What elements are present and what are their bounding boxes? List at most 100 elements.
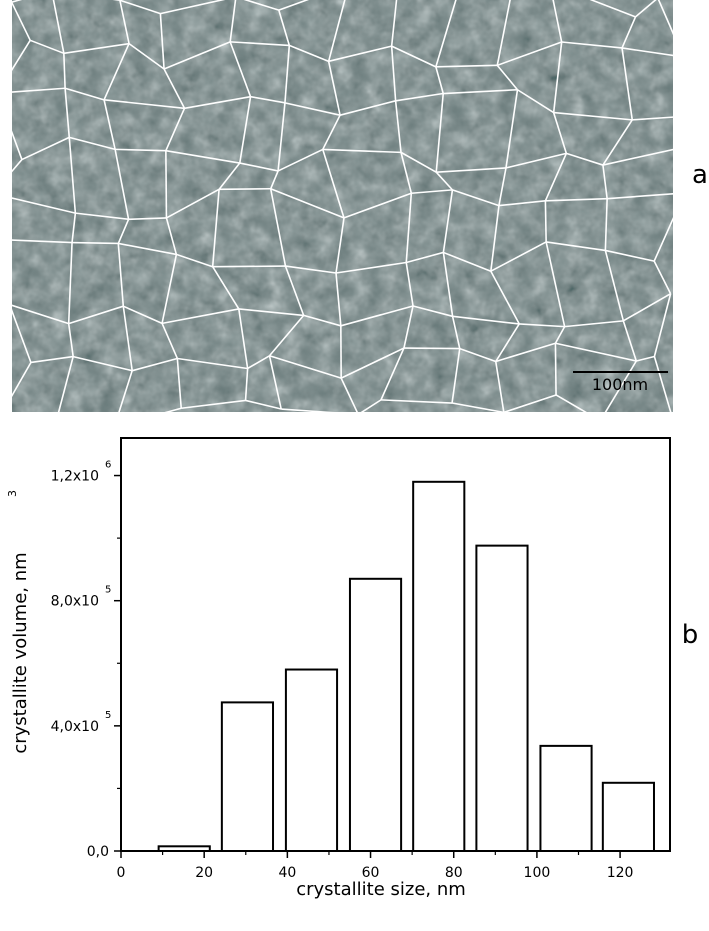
grain-boundary <box>281 408 335 412</box>
grain-boundary <box>211 266 240 310</box>
y-axis-label: crystallite volume, nm <box>10 552 31 753</box>
y-tick-exponent: 6 <box>105 460 111 471</box>
bar <box>348 577 403 853</box>
grain-boundary <box>160 0 226 15</box>
grain-boundary <box>284 102 341 116</box>
grain-boundary <box>176 253 213 268</box>
grain-boundary <box>64 88 71 138</box>
grain-boundary <box>103 43 130 101</box>
grain-boundary <box>555 394 587 412</box>
grain-boundary <box>322 148 402 154</box>
grain-boundary <box>340 347 405 379</box>
grain-boundary <box>328 45 392 63</box>
grain-boundary <box>544 153 568 202</box>
grain-boundary <box>165 149 240 164</box>
grain-boundary <box>115 148 166 152</box>
grain-boundary <box>495 342 556 363</box>
grain-boundary <box>602 119 633 166</box>
grain-boundary <box>403 347 460 350</box>
y-axis-title: crystallite volume, nm 3 <box>6 490 31 754</box>
grain-boundary <box>390 0 398 47</box>
grain-boundary <box>602 148 673 166</box>
y-tick-label: 1,2x10 <box>51 469 99 485</box>
grain-boundary <box>451 348 461 404</box>
grain-boundary <box>229 41 252 97</box>
grain-boundary <box>284 265 305 316</box>
grain-boundary <box>546 241 606 252</box>
grain-boundary <box>443 88 518 95</box>
plot-frame <box>120 437 671 852</box>
grain-boundary <box>604 198 608 251</box>
grain-boundary <box>218 162 241 190</box>
grain-boundary <box>519 323 565 328</box>
grain-boundary <box>561 41 623 49</box>
grain-boundary <box>552 41 563 113</box>
grain-boundary <box>268 314 305 357</box>
grain-boundary <box>165 107 186 151</box>
grain-boundary <box>505 152 567 169</box>
grain-boundary <box>360 399 382 412</box>
grain-boundary <box>0 240 10 305</box>
grain-boundary <box>390 46 397 101</box>
grain-boundary <box>21 136 70 161</box>
grain-boundary <box>435 93 445 173</box>
grain-boundary <box>657 0 673 36</box>
grain-boundary <box>452 189 500 207</box>
grain-boundary <box>68 305 124 325</box>
grain-boundary <box>552 112 568 154</box>
grain-boundary <box>181 399 246 410</box>
grain-boundary <box>68 137 77 214</box>
grain-boundary <box>335 217 345 274</box>
grain-boundary <box>244 368 249 401</box>
grain-boundary <box>67 323 74 357</box>
grain-boundary <box>238 96 252 164</box>
grain-boundary <box>166 188 220 219</box>
grain-boundary <box>12 159 23 173</box>
grain-boundary <box>505 89 519 169</box>
grain-boundary <box>322 114 341 150</box>
grain-boundary <box>229 0 237 42</box>
grain-boundary <box>159 13 165 70</box>
grain-boundary <box>164 407 182 412</box>
grain-boundary <box>621 47 634 120</box>
grain-boundary <box>118 242 177 256</box>
grain-boundary <box>552 0 563 43</box>
grain-boundary <box>238 308 304 317</box>
grain-boundary <box>303 314 342 327</box>
grain-boundary <box>490 205 500 272</box>
grain-boundary <box>230 41 290 47</box>
grain-boundary <box>161 254 178 324</box>
grain-boundary <box>12 130 23 160</box>
grain-boundary <box>685 146 689 193</box>
grain-boundary <box>689 116 690 146</box>
grain-boundary <box>69 136 116 151</box>
grain-boundary <box>103 99 116 150</box>
grain-boundary <box>602 164 608 199</box>
grain-boundary <box>636 355 655 362</box>
grain-boundary <box>12 1 31 41</box>
grain-boundary <box>119 0 130 44</box>
grain-boundary <box>621 47 673 57</box>
bar <box>284 668 339 852</box>
grain-boundary <box>269 355 342 379</box>
grain-boundary <box>340 377 358 412</box>
grain-boundary <box>165 150 168 218</box>
grain-boundary <box>63 42 130 55</box>
grain-boundary <box>0 418 56 421</box>
grain-boundary <box>288 44 329 63</box>
grain-boundary <box>219 187 271 191</box>
grain-boundary <box>335 261 407 274</box>
grain-boundary <box>75 212 129 221</box>
grain-boundary <box>452 315 520 325</box>
grain-boundary <box>117 243 125 307</box>
y-tick-exponent: 5 <box>105 585 111 596</box>
grain-boundary <box>12 39 31 72</box>
grain-boundary <box>411 189 453 195</box>
grain-boundary <box>653 293 672 357</box>
grain-boundary <box>335 272 342 326</box>
grain-boundary <box>443 251 492 272</box>
grain-boundary <box>12 239 73 244</box>
grain-boundary <box>67 242 73 324</box>
